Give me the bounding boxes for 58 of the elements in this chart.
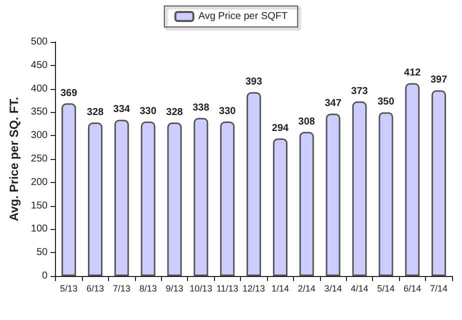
- x-tick-label: 8/13: [139, 284, 157, 294]
- data-label: 334: [113, 104, 130, 116]
- bar: [140, 122, 156, 276]
- data-label: 393: [245, 76, 263, 88]
- x-tick-label: 5/14: [377, 284, 395, 294]
- x-tick-label: 9/13: [166, 284, 184, 294]
- y-tick-label: 400: [30, 83, 48, 94]
- x-tick-label: 7/13: [112, 284, 130, 294]
- bar: [246, 92, 262, 276]
- x-tick-label: 6/14: [404, 284, 422, 294]
- y-tick-label: 150: [30, 200, 48, 212]
- bar: [378, 112, 394, 276]
- data-label: 330: [140, 106, 157, 118]
- x-tick-label: 11/13: [216, 284, 238, 294]
- x-tick-label: 12/13: [242, 284, 266, 294]
- y-tick-label: 250: [30, 154, 48, 164]
- bar: [220, 122, 235, 276]
- bar: [114, 120, 129, 276]
- data-label: 328: [86, 106, 104, 118]
- bar: [194, 118, 208, 276]
- data-label: 369: [60, 88, 78, 99]
- data-label: 338: [192, 102, 210, 114]
- y-tick-label: 300: [30, 130, 48, 142]
- y-tick-label: 100: [30, 224, 48, 235]
- y-tick-label: 450: [30, 60, 48, 71]
- y-tick-label: 0: [42, 270, 48, 282]
- data-label: 308: [298, 116, 316, 128]
- x-tick-label: 5/13: [60, 284, 78, 294]
- data-label: 373: [351, 86, 368, 97]
- data-label: 350: [378, 96, 395, 108]
- y-tick-label: 50: [36, 247, 48, 258]
- x-tick-label: 1/14: [271, 284, 289, 294]
- data-label: 397: [430, 74, 448, 86]
- data-label: 294: [272, 122, 289, 134]
- bar: [299, 132, 314, 276]
- data-label: 347: [324, 98, 342, 110]
- x-tick-label: 7/14: [430, 284, 448, 294]
- x-tick-label: 3/14: [324, 284, 342, 294]
- legend-label: Avg Price per SQFT: [198, 11, 288, 22]
- data-label: 328: [166, 106, 184, 118]
- x-tick-label: 10/13: [190, 284, 212, 294]
- bar: [272, 138, 288, 276]
- data-label: 330: [219, 106, 236, 118]
- bar: [432, 90, 446, 276]
- bar: [352, 101, 367, 276]
- bar: [405, 83, 420, 276]
- y-tick-label: 200: [30, 176, 48, 188]
- x-tick-label: 2/14: [298, 284, 316, 294]
- bar: [167, 122, 182, 276]
- bar: [326, 114, 340, 276]
- y-tick-label: 500: [30, 36, 48, 48]
- y-tick-label: 350: [30, 106, 48, 118]
- x-tick-label: 4/14: [350, 284, 368, 294]
- x-tick-label: 6/13: [86, 284, 104, 294]
- bar: [88, 122, 102, 276]
- data-label: 412: [404, 68, 422, 79]
- y-axis-title: Avg. Price per SQ. FT.: [7, 96, 21, 222]
- bar: [62, 103, 76, 276]
